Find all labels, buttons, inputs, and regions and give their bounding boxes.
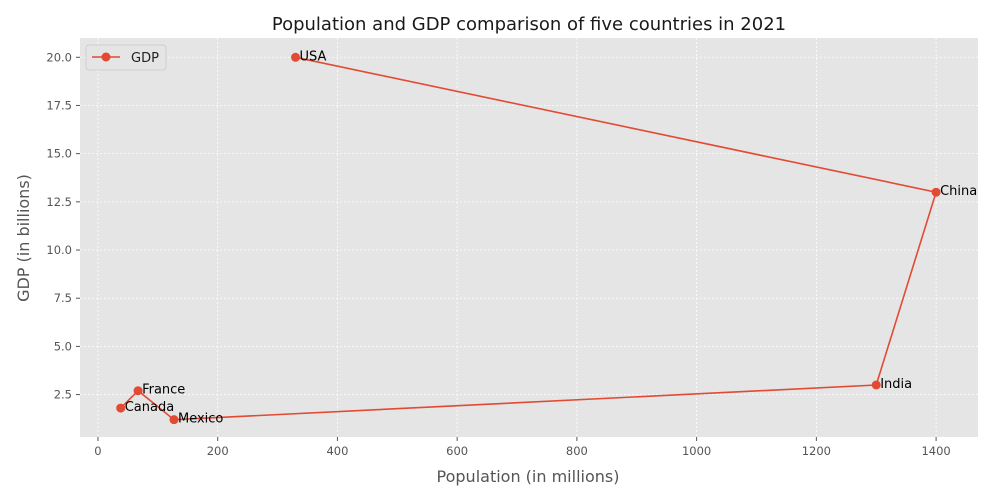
data-label: France bbox=[142, 383, 185, 398]
data-label: Mexico bbox=[178, 412, 223, 427]
y-tick-label: 7.5 bbox=[54, 291, 72, 305]
y-tick-label: 17.5 bbox=[46, 98, 72, 112]
x-axis-title: Population (in millions) bbox=[437, 467, 620, 486]
legend-marker bbox=[101, 52, 111, 62]
y-tick-label: 20.0 bbox=[46, 50, 72, 64]
y-axis-title: GDP (in billions) bbox=[14, 174, 33, 302]
x-tick-label: 200 bbox=[207, 444, 229, 458]
data-point bbox=[291, 52, 301, 62]
data-label: Canada bbox=[125, 400, 174, 415]
ticks: 0 200 400 600 800 1000 1200 1400 2.5 5.0 7.5 10.0 12… bbox=[46, 50, 950, 458]
x-tick-label: 0 bbox=[94, 444, 101, 458]
grid bbox=[80, 38, 978, 437]
x-tick-label: 400 bbox=[326, 444, 348, 458]
data-point bbox=[169, 415, 179, 425]
data-point bbox=[931, 187, 941, 197]
legend: GDP bbox=[85, 44, 167, 71]
data-point bbox=[871, 380, 881, 390]
data-label: USA bbox=[300, 49, 327, 64]
data-label: India bbox=[880, 377, 912, 392]
x-tick-label: 1400 bbox=[921, 444, 950, 458]
y-tick-label: 5.0 bbox=[54, 339, 72, 353]
x-tick-label: 1200 bbox=[802, 444, 831, 458]
data-point bbox=[133, 386, 143, 396]
y-tick-label: 10.0 bbox=[46, 243, 72, 257]
legend-label: GDP bbox=[131, 51, 159, 66]
data-label: China bbox=[940, 184, 977, 199]
y-tick-label: 15.0 bbox=[46, 147, 72, 161]
plot-area bbox=[80, 38, 978, 437]
data-point bbox=[116, 403, 126, 413]
y-tick-label: 12.5 bbox=[46, 195, 72, 209]
x-tick-label: 600 bbox=[446, 444, 468, 458]
x-tick-label: 1000 bbox=[682, 444, 711, 458]
y-tick-label: 2.5 bbox=[54, 388, 72, 402]
legend-box bbox=[85, 44, 167, 71]
x-tick-label: 800 bbox=[566, 444, 588, 458]
series-gdp: USA China India Mexico France Canada bbox=[116, 49, 977, 427]
chart-title: Population and GDP comparison of five co… bbox=[272, 14, 786, 35]
